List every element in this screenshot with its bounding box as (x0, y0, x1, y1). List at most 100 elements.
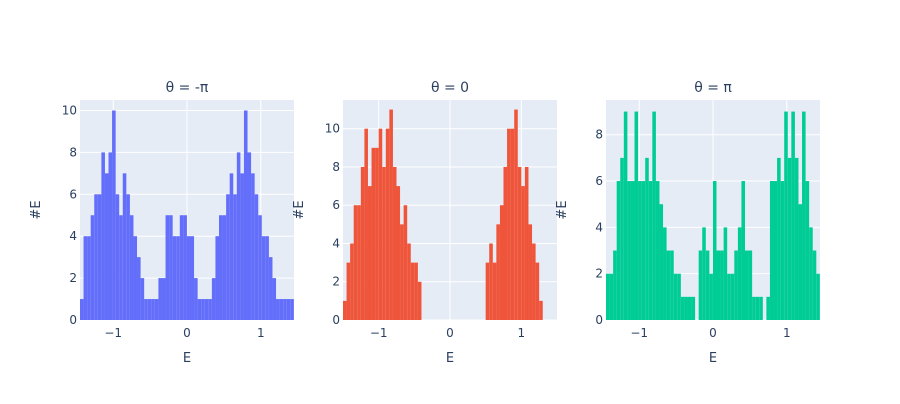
histogram-bar[interactable] (161, 278, 166, 320)
histogram-bar[interactable] (208, 299, 212, 320)
histogram-bar[interactable] (243, 110, 248, 320)
histogram-bar[interactable] (659, 204, 664, 320)
histogram-bar[interactable] (137, 257, 141, 320)
histogram-bar[interactable] (158, 278, 162, 320)
histogram-bar[interactable] (133, 236, 138, 320)
histogram-bar[interactable] (766, 296, 770, 320)
histogram-bar[interactable] (126, 194, 130, 320)
histogram-bar[interactable] (794, 157, 799, 320)
histogram-bar[interactable] (194, 278, 198, 320)
histogram-bar[interactable] (680, 296, 685, 320)
histogram-bar[interactable] (691, 296, 696, 320)
histogram-bar[interactable] (802, 111, 806, 320)
histogram-bar[interactable] (784, 111, 788, 320)
histogram-bar[interactable] (777, 157, 781, 320)
histogram-bar[interactable] (400, 224, 404, 320)
histogram-bar[interactable] (798, 204, 803, 320)
histogram-bar[interactable] (805, 181, 810, 320)
histogram-bar[interactable] (226, 194, 230, 320)
histogram-bar[interactable] (122, 173, 127, 320)
histogram-bar[interactable] (670, 250, 674, 320)
histogram-bar[interactable] (154, 299, 159, 320)
histogram-bar[interactable] (730, 273, 735, 320)
histogram-bar[interactable] (638, 181, 642, 320)
histogram-bar[interactable] (215, 236, 220, 320)
histogram-bar[interactable] (129, 215, 134, 320)
histogram-bar[interactable] (641, 181, 646, 320)
histogram-bar[interactable] (403, 205, 408, 320)
histogram-bar[interactable] (698, 250, 703, 320)
histogram-bar[interactable] (165, 215, 170, 320)
histogram-bar[interactable] (613, 250, 617, 320)
histogram-bar[interactable] (211, 278, 216, 320)
histogram-bar[interactable] (115, 194, 120, 320)
histogram-bar[interactable] (499, 205, 504, 320)
histogram-bar[interactable] (375, 147, 379, 320)
histogram-bar[interactable] (755, 296, 760, 320)
histogram-bar[interactable] (261, 236, 266, 320)
histogram-bar[interactable] (119, 215, 123, 320)
histogram-bar[interactable] (812, 250, 817, 320)
histogram-bar[interactable] (197, 299, 202, 320)
histogram-bar[interactable] (254, 194, 259, 320)
histogram-bar[interactable] (410, 262, 415, 320)
histogram-bar[interactable] (382, 166, 386, 320)
histogram-bar[interactable] (183, 215, 187, 320)
histogram-bar[interactable] (606, 273, 610, 320)
histogram-bar[interactable] (283, 299, 287, 320)
histogram-bar[interactable] (720, 250, 724, 320)
histogram-bar[interactable] (709, 273, 713, 320)
histogram-bar[interactable] (240, 173, 244, 320)
histogram-bar[interactable] (620, 157, 624, 320)
histogram-bar[interactable] (364, 128, 368, 320)
histogram-bar[interactable] (169, 215, 173, 320)
histogram-bar[interactable] (687, 296, 692, 320)
histogram-bar[interactable] (367, 186, 372, 320)
histogram-bar[interactable] (94, 194, 98, 320)
histogram-bar[interactable] (627, 181, 631, 320)
histogram-bar[interactable] (773, 181, 778, 320)
histogram-bar[interactable] (204, 299, 209, 320)
histogram-bar[interactable] (346, 262, 351, 320)
histogram-bar[interactable] (510, 128, 515, 320)
histogram-bar[interactable] (727, 273, 731, 320)
histogram-bar[interactable] (407, 243, 411, 320)
histogram-bar[interactable] (705, 250, 710, 320)
histogram-bar[interactable] (83, 236, 88, 320)
histogram-bar[interactable] (539, 300, 543, 320)
histogram-bar[interactable] (748, 250, 753, 320)
histogram-bar[interactable] (343, 300, 347, 320)
histogram-bar[interactable] (247, 152, 252, 320)
histogram-bar[interactable] (816, 273, 820, 320)
histogram-bar[interactable] (90, 215, 95, 320)
histogram-bar[interactable] (716, 250, 721, 320)
histogram-bar[interactable] (144, 299, 148, 320)
histogram-bar[interactable] (229, 173, 234, 320)
histogram-bar[interactable] (652, 111, 656, 320)
histogram-bar[interactable] (417, 281, 422, 320)
histogram-bar[interactable] (80, 299, 84, 320)
histogram-bar[interactable] (236, 152, 241, 320)
histogram-bar[interactable] (396, 186, 401, 320)
histogram-bar[interactable] (172, 236, 177, 320)
histogram-bar[interactable] (769, 181, 774, 320)
histogram-bar[interactable] (791, 111, 795, 320)
histogram-bar[interactable] (741, 181, 746, 320)
histogram-bar[interactable] (233, 194, 237, 320)
histogram-bar[interactable] (759, 296, 763, 320)
histogram-bar[interactable] (521, 186, 525, 320)
histogram-bar[interactable] (104, 173, 109, 320)
histogram-bar[interactable] (385, 128, 390, 320)
histogram-bar[interactable] (723, 227, 728, 320)
histogram-bar[interactable] (663, 227, 667, 320)
histogram-bar[interactable] (752, 296, 756, 320)
histogram-bar[interactable] (684, 296, 688, 320)
histogram-bar[interactable] (507, 128, 511, 320)
histogram-bar[interactable] (702, 227, 706, 320)
histogram-bar[interactable] (745, 250, 749, 320)
histogram-bar[interactable] (737, 227, 742, 320)
histogram-bar[interactable] (623, 111, 628, 320)
histogram-bar[interactable] (514, 109, 518, 320)
histogram-bar[interactable] (673, 273, 678, 320)
histogram-bar[interactable] (201, 299, 205, 320)
